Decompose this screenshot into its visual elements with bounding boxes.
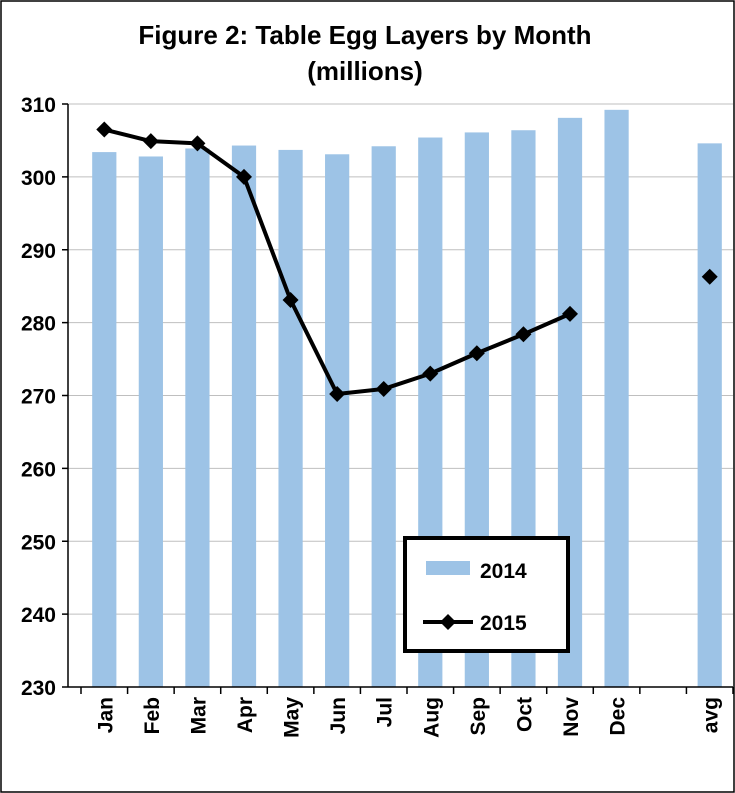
x-tick-label: Sep [467,697,490,736]
marker [562,305,578,322]
x-tick-label: Feb [141,697,164,734]
y-tick-label: 300 [21,167,56,190]
y-tick-label: 310 [21,94,56,117]
x-tick-label: Aug [420,697,443,738]
bar [185,148,210,688]
y-tick-label: 230 [21,677,56,700]
bar [371,146,396,687]
y-tick-label: 290 [21,240,56,263]
bar [325,154,350,687]
y-tick-label: 270 [21,386,56,409]
legend-label: 2015 [480,612,527,635]
legend-swatch [426,561,470,575]
x-tick-label: Jan [94,697,117,733]
legend-label: 2014 [480,560,527,583]
bar [231,145,257,687]
marker [282,292,299,309]
marker [515,326,532,343]
y-tick-label: 260 [21,458,56,481]
x-tick-label: avg [700,697,723,733]
marker [468,345,485,362]
bar [604,109,629,687]
y-tick-label: 240 [21,604,56,627]
marker [329,386,346,403]
legend-marker [440,614,456,630]
y-tick-label: 250 [21,531,56,554]
chart-subtitle: (millions) [307,56,423,86]
bar [278,149,303,687]
marker [96,121,113,138]
x-tick-label: Mar [187,697,210,734]
y-tick-label: 280 [21,313,56,336]
x-tick-label: Oct [513,697,536,732]
marker [701,268,718,285]
marker [142,133,159,150]
legend-box [403,536,570,653]
x-tick-label: Apr [234,697,257,733]
x-tick-label: Jun [327,697,350,734]
bar [138,156,163,688]
chart-title: Figure 2: Table Egg Layers by Month [138,20,591,50]
x-tick-label: May [281,697,304,738]
marker [236,168,252,185]
x-tick-label: Nov [560,697,583,737]
marker [375,380,392,397]
bar [697,143,722,688]
x-tick-label: Jul [374,697,397,727]
marker [422,365,439,382]
bar [92,152,117,687]
marker [189,135,206,152]
x-tick-label: Dec [607,697,630,736]
